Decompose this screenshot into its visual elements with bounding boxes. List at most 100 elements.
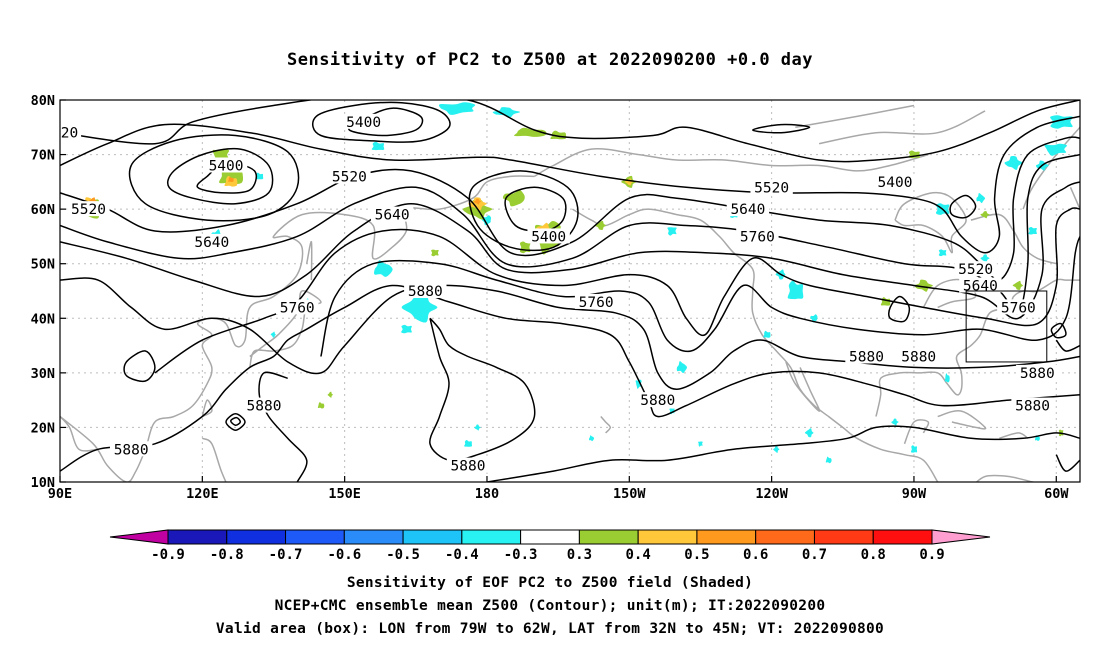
negative-sensitivity-patch <box>773 445 780 453</box>
colorbar-swatch <box>813 529 874 545</box>
y-tick-label: 80N <box>31 93 55 109</box>
contour-label: 5640 <box>375 208 410 224</box>
closed-contour <box>230 416 242 426</box>
y-tick-label: 10N <box>31 475 55 491</box>
closed-contour <box>123 350 156 383</box>
coastline <box>903 419 930 445</box>
negative-sensitivity-patch <box>1044 143 1067 156</box>
colorbar-swatch <box>755 529 815 545</box>
negative-sensitivity-patch <box>474 424 481 431</box>
closed-contour <box>167 147 274 205</box>
high-sensitivity-patch <box>624 178 634 186</box>
contour-line <box>60 284 1080 472</box>
coastline <box>970 213 1057 265</box>
colorbar-tick-label: -0.6 <box>327 547 361 563</box>
contour-label-bg <box>1016 364 1059 380</box>
contour-line <box>154 207 1080 374</box>
contour-label: 5400 <box>209 158 244 174</box>
colorbar-tick-label: 0.7 <box>802 547 827 563</box>
y-tick-label: 70N <box>31 148 55 164</box>
positive-sensitivity-patch <box>327 391 333 398</box>
negative-sensitivity-patch <box>401 324 412 334</box>
negative-sensitivity-patch <box>438 102 476 115</box>
contour-label-bg <box>959 277 1002 293</box>
positive-sensitivity-patch <box>317 402 325 409</box>
positive-sensitivity-patch <box>431 249 439 257</box>
contour-label-bg <box>242 397 286 413</box>
axes: 90E 120E 150E 180 150W 120W 90W 60W 10N 20N 30N 40N… <box>31 93 1070 502</box>
contour-label-bg <box>527 228 570 244</box>
contour-label-bg <box>204 157 248 173</box>
negative-sensitivity-patch <box>1028 227 1037 235</box>
negative-sensitivity-patch <box>976 193 986 204</box>
contour-label: 5880 <box>408 284 443 300</box>
contour-label-bg <box>190 233 234 249</box>
x-tick-label: 180 <box>475 486 499 502</box>
contour-label: 5880 <box>114 442 149 458</box>
coastline <box>894 191 967 254</box>
x-tick-label: 150E <box>328 486 361 502</box>
colorbar-high-triangle <box>931 529 991 545</box>
contour-label-bg <box>636 392 679 408</box>
negative-sensitivity-patch <box>667 227 677 236</box>
colorbar-tick-label: -0.4 <box>445 547 479 563</box>
contour-label: 5880 <box>901 349 936 365</box>
colorbar: -0.9 -0.8 -0.7 -0.6 -0.5 -0.4 -0.3 0.3 0.4 0.5 0.6… <box>109 529 991 563</box>
colorbar-swatch <box>872 529 933 545</box>
colorbar-swatch <box>343 529 404 545</box>
coastline <box>201 437 227 482</box>
negative-sensitivity-patch <box>944 373 950 383</box>
negative-sensitivity-patch <box>910 445 918 453</box>
chart-title: Sensitivity of PC2 to Z500 at 2022090200… <box>286 50 813 70</box>
caption-shading: Sensitivity of EOF PC2 to Z500 field (Sh… <box>346 575 754 591</box>
contour-label: 5760 <box>1001 300 1036 316</box>
y-tick-label: 40N <box>31 311 55 327</box>
contour-label: 5880 <box>1015 399 1050 415</box>
contour-line <box>1055 339 1080 352</box>
coastline <box>1022 126 1080 210</box>
colorbar-tick-label: -0.3 <box>504 547 538 563</box>
valid-area-box <box>965 290 1048 363</box>
positive-sensitivity-patch <box>1012 280 1023 290</box>
contour-label: 5880 <box>451 459 486 475</box>
contour-labels: 5400 5400 5400 5400 5520 5520 5520 5520 20 5640 56… <box>57 113 1059 475</box>
negative-sensitivity-patch <box>589 435 595 442</box>
coastline <box>875 278 1080 417</box>
contour-label-bg <box>954 261 997 277</box>
coastline <box>975 474 1037 482</box>
contour-label-bg <box>404 283 447 298</box>
contour-label: 5400 <box>531 229 566 245</box>
colorbar-swatch <box>285 529 345 545</box>
positive-sensitivity-patch <box>980 211 990 219</box>
positive-sensitivity-patch <box>514 127 547 137</box>
high-sensitivity-patch <box>228 176 234 182</box>
z500-contours <box>60 100 1080 482</box>
x-tick-label: 90W <box>902 486 927 502</box>
negative-sensitivity-patch <box>401 292 438 323</box>
coastline <box>795 104 915 129</box>
contour-label: 5400 <box>878 175 913 191</box>
contour-label-bg <box>109 441 153 457</box>
closed-contour <box>949 194 977 219</box>
positive-sensitivity-patch <box>594 220 606 230</box>
contour-label-bg <box>276 299 319 315</box>
colorbar-swatch <box>578 529 639 545</box>
x-tick-label: 120E <box>186 486 219 502</box>
contour-line <box>60 136 1080 281</box>
contour-label-bg <box>726 201 770 217</box>
contour-line <box>486 425 1080 482</box>
colorbar-swatch <box>461 529 522 545</box>
positive-sensitivity-patch <box>502 190 525 207</box>
y-tick-label: 60N <box>31 202 55 218</box>
colorbar-swatch <box>402 529 463 545</box>
positive-sensitivity-patch <box>914 279 933 292</box>
high-sensitivity-patch <box>473 198 482 205</box>
closed-contour <box>312 101 451 143</box>
valid-area-rectangle <box>965 290 1048 363</box>
y-tick-label: 50N <box>31 257 55 273</box>
negative-sensitivity-patch <box>980 254 990 263</box>
negative-sensitivity-patch <box>255 172 264 180</box>
x-tick-label: 60W <box>1044 486 1069 502</box>
contour-line <box>258 371 308 482</box>
